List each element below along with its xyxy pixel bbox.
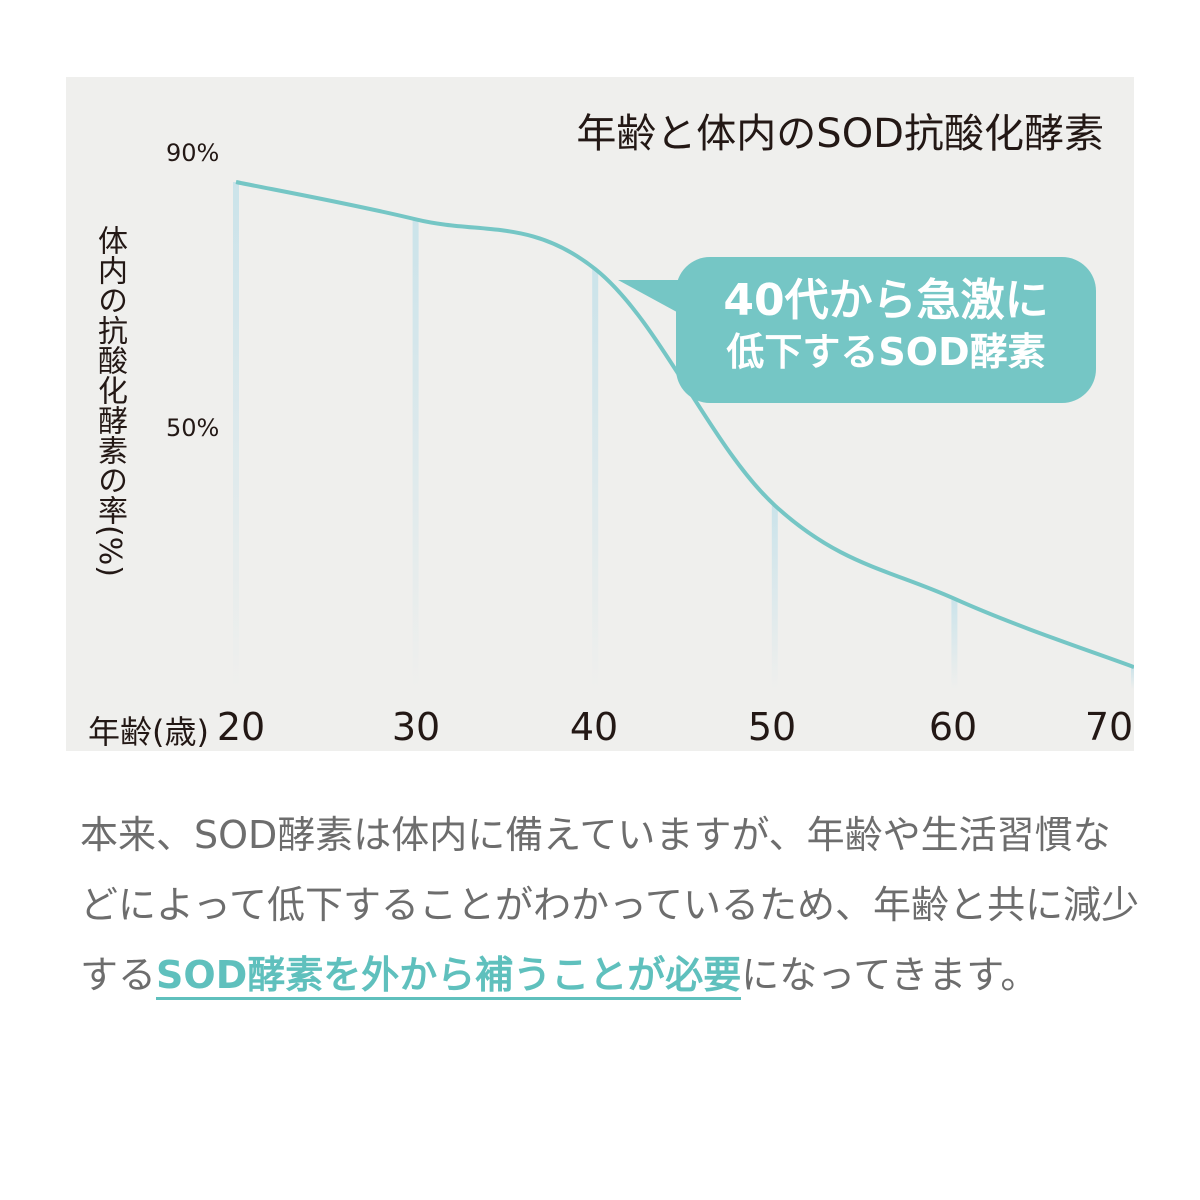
y-tick-label-50: 50% <box>166 414 220 442</box>
drop-line-30 <box>412 219 419 689</box>
description-text: 本来、SOD酵素は体内に備えていますが、年齢や生活習慣などによって低下することが… <box>80 813 1140 997</box>
callout-bubble: 40代から急激に 低下するSOD酵素 <box>676 257 1096 403</box>
description-paragraph: 本来、SOD酵素は体内に備えていますが、年齢や生活習慣などによって低下することが… <box>80 800 1140 1010</box>
callout-text-line2: 低下するSOD酵素 <box>726 330 1046 374</box>
drop-line-70 <box>1131 667 1134 689</box>
x-tick-label-30: 30 <box>391 705 441 749</box>
x-tick-label-40: 40 <box>569 705 619 749</box>
chart-plot <box>233 180 1134 689</box>
description-highlight: SOD酵素を外から補うことが必要 <box>156 953 742 1000</box>
x-tick-label-20: 20 <box>216 705 266 749</box>
x-tick-label-60: 60 <box>928 705 978 749</box>
drop-line-20 <box>233 182 239 689</box>
y-axis-label: 体内の抗酸化酵素の率(%) <box>92 225 127 577</box>
drop-line-60 <box>951 598 958 689</box>
drop-line-40 <box>592 269 599 689</box>
chart-panel: 年齢と体内のSOD抗酸化酵素 90% 50% 体内の抗酸化酵素の率(%) 年齢(… <box>66 77 1134 751</box>
drop-line-50 <box>771 505 778 689</box>
series-line <box>235 180 1134 669</box>
x-tick-label-70: 70 <box>1084 705 1134 749</box>
chart-title: 年齢と体内のSOD抗酸化酵素 <box>576 111 1104 157</box>
callout-pointer <box>618 280 686 317</box>
y-tick-label-90: 90% <box>166 139 220 167</box>
description-text-end: になってきます。 <box>741 953 1039 997</box>
callout-text-line1: 40代から急激に <box>723 275 1049 326</box>
x-axis-label: 年齢(歳) <box>88 713 209 751</box>
x-tick-label-50: 50 <box>747 705 797 749</box>
